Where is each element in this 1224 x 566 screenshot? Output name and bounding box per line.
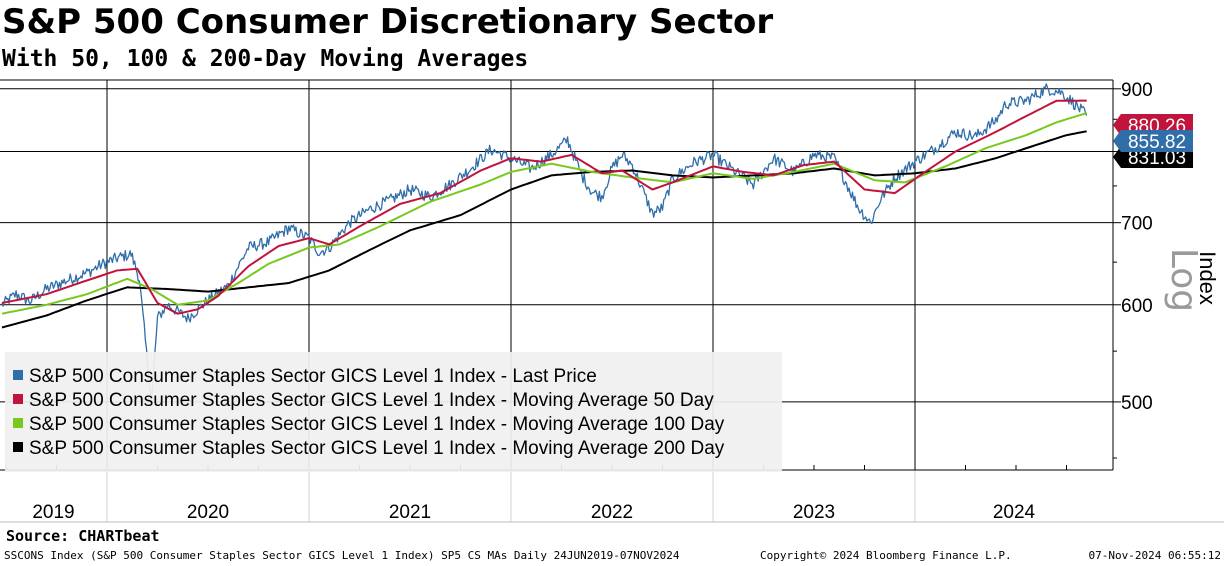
legend-swatch — [13, 418, 23, 428]
series-group — [1, 83, 1088, 403]
y-tick-label: 900 — [1121, 80, 1153, 101]
y-tick-label: 500 — [1121, 393, 1153, 414]
log-scale-label: Log — [1163, 248, 1204, 312]
price-last-tag: 855.82 — [1113, 130, 1193, 153]
legend-swatch — [13, 442, 23, 452]
y-tick-label: 600 — [1121, 296, 1153, 317]
x-tick-label: 2019 — [32, 502, 74, 523]
ma50-line — [1, 99, 1087, 315]
footer-copyright: Copyright© 2024 Bloomberg Finance L.P. — [760, 549, 1012, 562]
chart-title: S&P 500 Consumer Discretionary Sector — [2, 2, 774, 42]
price-last-tag-text: 855.82 — [1128, 132, 1186, 153]
footer-timestamp: 07-Nov-2024 06:55:12 — [1088, 549, 1221, 562]
legend-entry-label: S&P 500 Consumer Staples Sector GICS Lev… — [29, 366, 597, 387]
y-tick-label: 700 — [1121, 214, 1153, 235]
x-tick-label: 2023 — [793, 502, 835, 523]
price-last-tag-box — [1113, 130, 1193, 152]
x-tick-label: 2022 — [591, 502, 633, 523]
legend-entry-label: S&P 500 Consumer Staples Sector GICS Lev… — [29, 438, 725, 459]
x-tick-label: 2020 — [187, 502, 229, 523]
ma100-line — [1, 112, 1088, 315]
y-axis-title: Index — [1195, 251, 1220, 305]
legend-swatch — [13, 394, 23, 404]
legend-swatch — [13, 370, 23, 380]
legend: S&P 500 Consumer Staples Sector GICS Lev… — [5, 352, 782, 472]
source-label: Source: CHARTbeat — [6, 527, 160, 545]
legend-entry-label: S&P 500 Consumer Staples Sector GICS Lev… — [29, 390, 714, 411]
x-tick-label: 2024 — [993, 502, 1036, 523]
legend-entry-label: S&P 500 Consumer Staples Sector GICS Lev… — [29, 414, 725, 435]
chart-subtitle: With 50, 100 & 200-Day Moving Averages — [2, 46, 529, 72]
x-tick-label: 2021 — [389, 502, 431, 523]
legend-background — [5, 352, 782, 472]
footer-description: SSCONS Index (S&P 500 Consumer Staples S… — [4, 549, 680, 562]
ma200-line — [1, 130, 1087, 329]
ma200-last-tag-text: 831.03 — [1128, 148, 1186, 169]
